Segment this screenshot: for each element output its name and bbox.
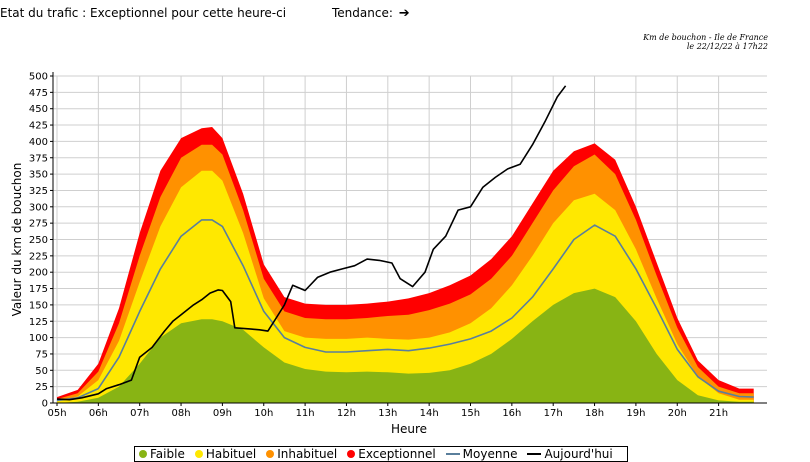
chart-meta-title: Km de bouchon - Ile de France [643,33,768,42]
trend: Tendance: ➔ [332,6,410,21]
x-tick-label: 13h [378,408,397,419]
legend-swatch [527,453,542,455]
axes [52,72,767,404]
y-tick-label: 450 [29,104,48,115]
y-tick-label: 50 [35,366,48,377]
x-tick-label: 16h [502,408,521,419]
bands [57,127,754,403]
chart-meta: Km de bouchon - Ile de France le 22/12/2… [643,33,768,51]
y-tick-label: 400 [29,137,48,148]
y-tick-label: 375 [29,153,48,164]
y-tick-label: 175 [29,284,48,295]
x-tick-label: 09h [213,408,232,419]
arrow-right-icon: ➔ [398,6,410,21]
y-tick-label: 425 [29,121,48,132]
y-tick-label: 200 [29,268,48,279]
y-tick-label: 325 [29,186,48,197]
legend-label: Faible [150,447,185,461]
legend-swatch [139,450,147,458]
legend-item: Exceptionnel [347,447,436,461]
traffic-status: Etat du trafic : Exceptionnel pour cette… [0,6,286,20]
y-tick-label: 300 [29,202,48,213]
x-tick-label: 15h [461,408,480,419]
x-axis-label: Heure [391,422,427,436]
x-tick-label: 20h [668,408,687,419]
y-tick-label: 25 [35,382,48,393]
legend-item: Faible [139,447,185,461]
legend-item: Moyenne [445,447,518,461]
trend-label: Tendance: [332,6,393,20]
x-tick-label: 06h [89,408,108,419]
y-tick-label: 250 [29,235,48,246]
series-lines [56,85,754,402]
y-tick-label: 75 [35,349,48,360]
y-tick-label: 0 [42,399,48,410]
legend-label: Aujourd'hui [544,447,613,461]
y-tick-label: 275 [29,219,48,230]
legend-swatch [266,450,275,458]
x-tick-label: 21h [709,408,728,419]
legend-item: Aujourd'hui [527,447,613,461]
y-tick-label: 500 [29,72,48,83]
x-tick-label: 07h [130,408,149,419]
x-tick-label: 14h [420,408,439,419]
legend-swatch [194,450,203,458]
status-value: Exceptionnel pour cette heure-ci [90,6,287,20]
y-tick-label: 100 [29,333,48,344]
x-tick-label: 17h [544,408,563,419]
series-aujourdhui [56,85,567,401]
legend-item: Habituel [194,447,257,461]
legend: Faible Habituel Inhabituel Exceptionnel Moye… [134,446,628,462]
y-tick-label: 475 [29,88,48,99]
legend-swatch [445,453,460,455]
series-moyenne [56,219,754,402]
y-tick-label: 150 [29,300,48,311]
traffic-chart: 0 25 50 75 100 125 150 175 200 225 250 275 300 325 350… [10,72,767,436]
x-tick-label: 08h [172,408,191,419]
legend-label: Inhabituel [277,447,338,461]
x-tick-label: 12h [337,408,356,419]
status-label: Etat du trafic : [0,6,91,20]
y-axis-label: Valeur du km de bouchon [10,163,24,317]
x-tick-label: 11h [296,408,315,419]
y-tick-label: 350 [29,170,48,181]
band-faible [57,288,754,403]
x-tick-label: 10h [254,408,273,419]
legend-label: Habituel [205,447,257,461]
x-tick-label: 18h [585,408,604,419]
y-tick-label: 125 [29,317,48,328]
y-tick-label: 225 [29,251,48,262]
chart-meta-date: le 22/12/22 à 17h22 [686,42,768,51]
x-tick-label: 05h [47,408,66,419]
x-tick-label: 19h [626,408,645,419]
legend-item: Inhabituel [266,447,337,461]
legend-label: Exceptionnel [358,447,436,461]
tick-labels: 0 25 50 75 100 125 150 175 200 225 250 275 300 325 350… [29,72,728,420]
legend-label: Moyenne [462,447,518,461]
legend-swatch [347,450,356,458]
